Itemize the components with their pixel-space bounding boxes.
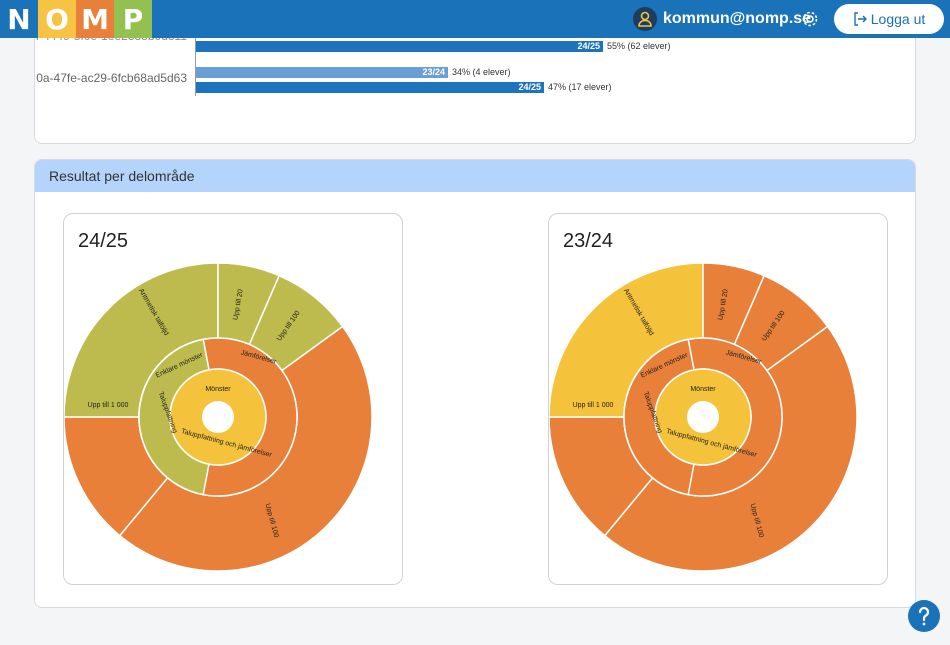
bar-2324-row2[interactable]: 23/24 <box>196 67 448 78</box>
sunburst-pane-2324: 23/24 Mönster Enklare mönster Jämförelser T… <box>548 213 888 585</box>
outer-ring-label: Upp till 1 000 <box>88 402 129 409</box>
section-title: Resultat per delområde <box>35 160 915 192</box>
help-button[interactable] <box>908 600 940 632</box>
bar-2425-row2[interactable]: 24/25 <box>196 82 544 93</box>
logo-letter-n: N <box>0 0 38 38</box>
inner-ring-label: Mönster <box>690 386 716 393</box>
nomp-logo[interactable]: N O M P <box>0 0 152 38</box>
logout-icon <box>854 12 867 26</box>
user-email: kommun@nomp.se <box>663 10 812 27</box>
top-navbar: N O M P kommun@nomp.se Logga ut <box>0 0 950 38</box>
sunburst-center-hole <box>202 401 234 433</box>
help-icon <box>918 606 930 626</box>
gear-icon[interactable] <box>801 10 819 28</box>
bar-axis <box>195 21 196 96</box>
inner-ring-label: Mönster <box>205 386 231 393</box>
user-icon <box>633 7 657 31</box>
logo-letter-p: P <box>114 0 152 38</box>
logo-letter-m: M <box>76 0 114 38</box>
logout-button[interactable]: Logga ut <box>834 4 944 34</box>
user-menu[interactable]: kommun@nomp.se <box>633 6 811 32</box>
sunburst-pane-2425: 24/25 Mönster Enklare mönster Jämförelser T… <box>63 213 403 585</box>
student-row-label: 0a-47fe-ac29-6fcb68ad5d63 <box>36 71 187 85</box>
bar-note: 34% (4 elever) <box>452 67 511 77</box>
outer-ring-label: Upp till 1 000 <box>573 402 614 409</box>
bar-2425-row1[interactable]: 24/25 <box>196 41 603 52</box>
logo-letter-o: O <box>38 0 76 38</box>
sunburst-center-hole <box>687 401 719 433</box>
results-per-subarea-card: Resultat per delområde 24/25 Mönster Enkl… <box>34 159 916 608</box>
bar-note: 55% (62 elever) <box>607 41 671 51</box>
logout-label: Logga ut <box>870 11 926 27</box>
chart-title: 23/24 <box>563 230 614 252</box>
bar-note: 47% (17 elever) <box>548 82 612 92</box>
chart-title: 24/25 <box>78 230 129 252</box>
results-bar-card: ...f-4449-8f0e-1ee2338b0d811 24/25 55% (… <box>34 20 916 144</box>
